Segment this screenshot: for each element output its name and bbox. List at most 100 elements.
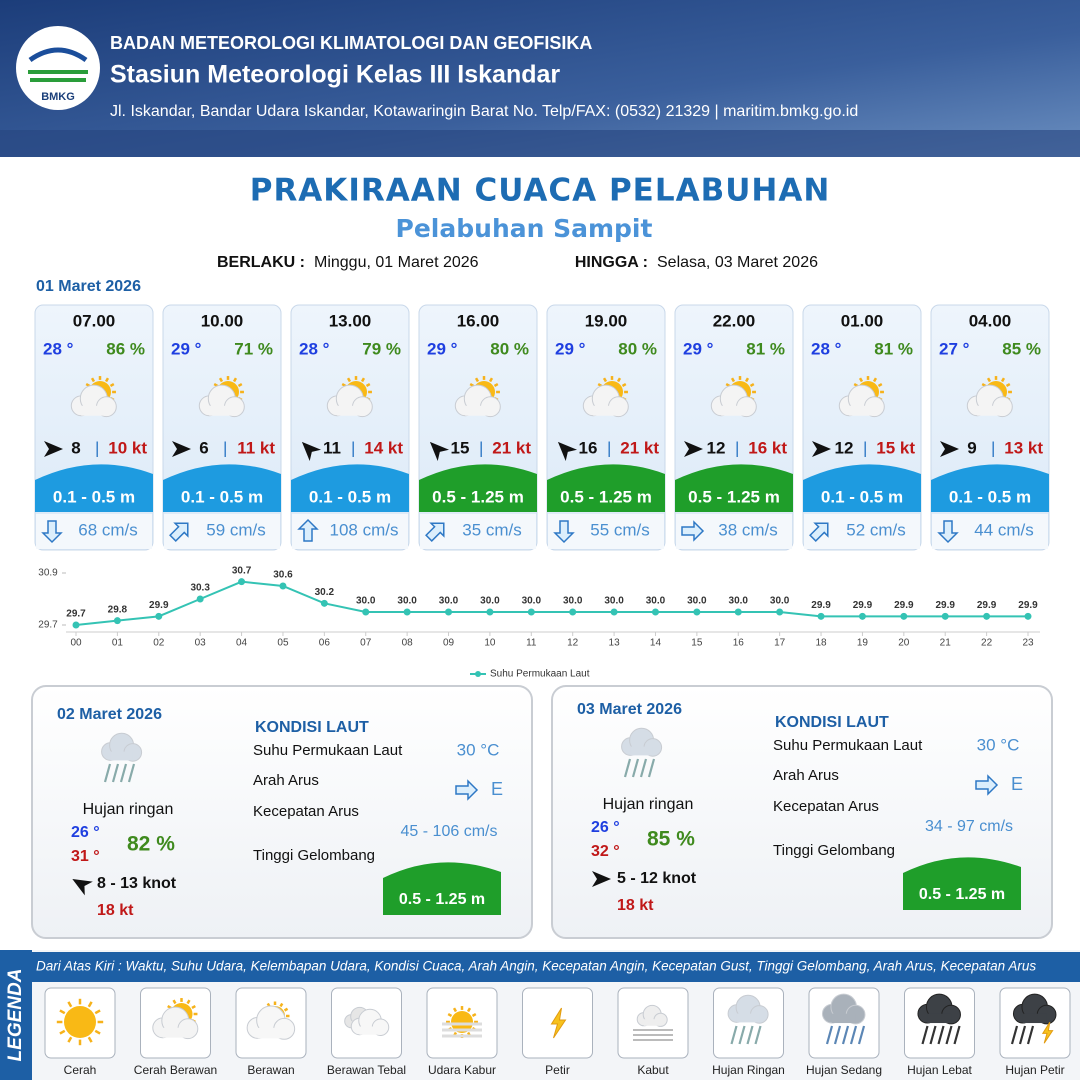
cloud-part [721, 405, 747, 416]
wave-height: 0.5 - 1.25 m [919, 886, 1005, 903]
cloud-part [359, 1026, 381, 1035]
x-tick-label: 18 [815, 638, 827, 649]
rain-drop [738, 1025, 746, 1045]
current-speed: 44 cm/s [974, 520, 1034, 539]
sst-point [734, 608, 742, 616]
legend-item: Hujan Sedang [806, 987, 882, 1077]
valid-to-label: HINGGA : [575, 254, 648, 271]
rain-drop [647, 758, 656, 778]
time: 22.00 [713, 311, 756, 330]
value-label: 29.7 [66, 609, 86, 620]
wave-shape [419, 464, 537, 512]
x-tick-label: 21 [940, 638, 952, 649]
x-tick-label: 08 [402, 638, 414, 649]
legend-description: Dari Atas Kiri : Waktu, Suhu Udara, Kele… [36, 959, 1036, 974]
separator: | [479, 438, 483, 457]
wind-speed: 6 [199, 438, 208, 457]
wave-height: 0.5 - 1.25 m [399, 891, 485, 908]
legend-item-label: Cerah [64, 1063, 97, 1077]
y-tick-label: 30.9 [38, 568, 58, 579]
sun-ray [90, 377, 96, 383]
sun-ray [87, 1001, 93, 1008]
value-label: 30.2 [315, 587, 335, 598]
sst-point [693, 608, 701, 616]
wind-speed: 9 [967, 438, 976, 457]
wind-speed: 15 [451, 438, 470, 457]
x-tick-label: 09 [443, 638, 455, 649]
sun-ray [94, 1009, 101, 1015]
sun-ray [744, 377, 750, 383]
rain-drop [833, 1025, 842, 1045]
x-tick-label: 07 [360, 638, 372, 649]
rain-drop [825, 1025, 834, 1045]
wind-arrow [812, 441, 831, 457]
current-speed: 52 cm/s [846, 520, 906, 539]
sea-label: Suhu Permukaan Laut [253, 742, 403, 759]
x-tick-label: 06 [319, 638, 331, 649]
current-arrow [169, 522, 189, 542]
sst-point [155, 612, 163, 620]
sst-point [610, 608, 618, 616]
forecast-card: 04.00 27 ° 85 % 9 | 13 kt 0.1 - 0.5 m 44 cm/s [930, 304, 1050, 551]
logo-lines [28, 70, 88, 82]
wave-shape [903, 857, 1021, 910]
station: Stasiun Meteorologi Kelas III Iskandar [110, 61, 560, 89]
x-tick-label: 16 [733, 638, 745, 649]
humidity: 79 % [362, 339, 401, 358]
sun-ray [67, 1036, 73, 1043]
title: PRAKIRAAN CUACA PELABUHAN [250, 173, 831, 209]
humidity: 86 % [106, 339, 145, 358]
temp-min: 26 ° [591, 819, 620, 836]
x-tick-label: 01 [112, 638, 124, 649]
current-arrow [937, 520, 959, 544]
sun-ray [616, 377, 622, 383]
value-label: 29.9 [1018, 600, 1038, 611]
sst-point [941, 612, 949, 620]
x-tick-label: 00 [70, 638, 82, 649]
forecast-card: 13.00 28 ° 79 % 11 | 14 kt 0.1 - 0.5 m 108 cm/s [290, 304, 410, 551]
time: 19.00 [585, 311, 628, 330]
sea-label: Suhu Permukaan Laut [773, 737, 923, 754]
x-tick-label: 22 [981, 638, 993, 649]
legend-item-label: Udara Kabur [428, 1063, 496, 1077]
sun-ray [109, 382, 115, 388]
legend-item: Cerah [44, 987, 116, 1077]
sun-ray [452, 1007, 458, 1013]
sun-ray [488, 377, 494, 383]
value-label: 30.0 [439, 596, 459, 607]
lightning [550, 1007, 567, 1039]
legend-item: Hujan Lebat [904, 987, 975, 1077]
rain-drop [849, 1025, 858, 1045]
logo-arc [28, 47, 88, 63]
lightning [1041, 1021, 1054, 1044]
sun-ray [365, 382, 371, 388]
rain-drop [1026, 1025, 1035, 1045]
legend-title: LEGENDA [5, 969, 26, 1062]
sst-point [320, 599, 328, 607]
sun-ray [104, 377, 110, 383]
wind-range: 8 - 13 knot [97, 875, 177, 892]
rain-drop [929, 1025, 937, 1045]
x-tick-label: 19 [857, 638, 869, 649]
sst-point [900, 612, 908, 620]
wave-height: 0.1 - 0.5 m [181, 487, 263, 506]
legend-item: Hujan Ringan [712, 987, 785, 1077]
x-tick-label: 17 [774, 638, 786, 649]
sst-point [858, 612, 866, 620]
cloud-part [849, 405, 875, 416]
separator: | [607, 438, 611, 457]
sun-ray [237, 382, 243, 388]
sea-label: Arah Arus [773, 767, 839, 784]
header-band [0, 130, 1080, 157]
sun-ray [59, 1029, 66, 1035]
value-label: 29.8 [108, 604, 128, 615]
temperature: 27 ° [939, 339, 970, 358]
legend-item-label: Hujan Ringan [712, 1063, 785, 1077]
wind-arrow [301, 441, 322, 462]
sun-ray [877, 382, 883, 388]
sun-ray [474, 377, 480, 383]
sst-point [651, 608, 659, 616]
separator: | [735, 438, 739, 457]
temperature: 28 ° [43, 339, 74, 358]
time: 04.00 [969, 311, 1012, 330]
